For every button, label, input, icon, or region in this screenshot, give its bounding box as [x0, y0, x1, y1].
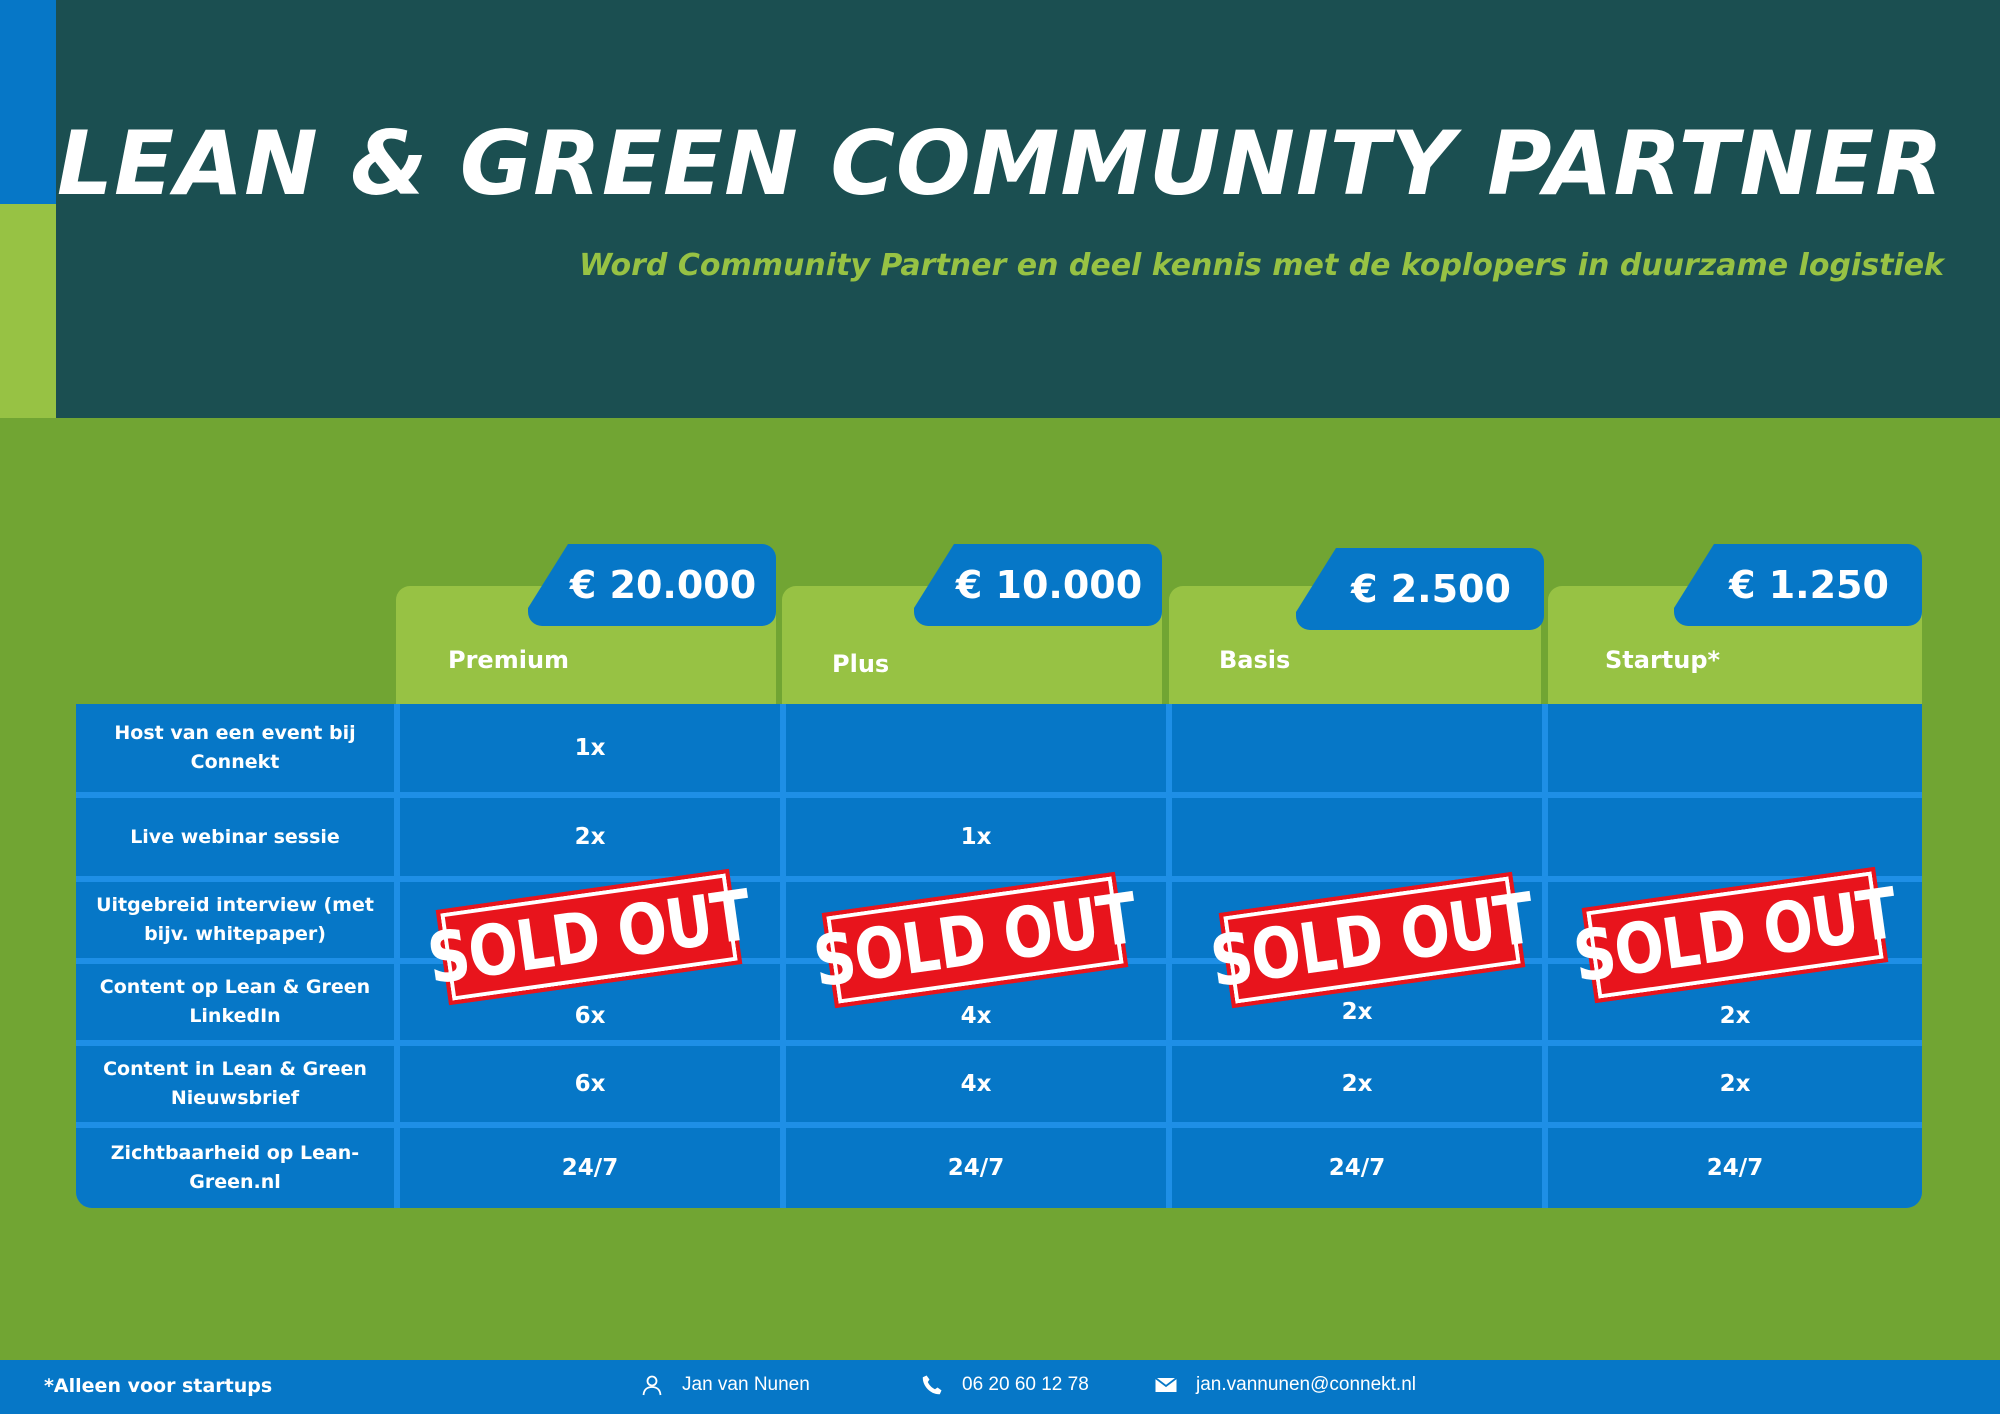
table-cell: 24/7: [1172, 1128, 1542, 1208]
table-cell: 2x: [400, 798, 780, 876]
row-label: Live webinar sessie: [76, 798, 394, 876]
accent-strip-blue: [0, 0, 56, 204]
table-cell: 24/7: [400, 1128, 780, 1208]
tier-name: Plus: [832, 650, 890, 678]
price-text: € 20.000: [569, 563, 757, 607]
row-label: Content op Lean & Green LinkedIn: [76, 964, 394, 1040]
accent-strip-green: [0, 204, 56, 418]
row-label: Uitgebreid interview (met bijv. whitepap…: [76, 882, 394, 958]
table-cell: 6x: [400, 1046, 780, 1122]
footnote: *Alleen voor startups: [44, 1375, 273, 1397]
price-tag-premium: € 20.000: [528, 544, 776, 626]
table-cell: 2x: [1548, 1046, 1922, 1122]
price-tag-basis: € 2.500: [1296, 548, 1544, 630]
envelope-icon: [1154, 1377, 1178, 1392]
contact-phone[interactable]: 06 20 60 12 78: [920, 1373, 1089, 1397]
table-cell: 24/7: [786, 1128, 1166, 1208]
tier-name: Startup*: [1605, 646, 1721, 674]
phone-number[interactable]: 06 20 60 12 78: [962, 1374, 1089, 1395]
phone-icon: [922, 1375, 942, 1395]
table-cell: [1172, 798, 1542, 876]
row-label: Zichtbaarheid op Lean-Green.nl: [76, 1128, 394, 1208]
footer-bar: *Alleen voor startups Jan van Nunen 06 2…: [0, 1360, 2000, 1414]
table-cell: [1172, 704, 1542, 792]
table-cell: 4x: [786, 1046, 1166, 1122]
price-text: € 1.250: [1729, 563, 1889, 607]
table-cell: 1x: [786, 798, 1166, 876]
table-cell: 2x: [1172, 1046, 1542, 1122]
price-text: € 10.000: [955, 563, 1143, 607]
tier-name: Premium: [448, 646, 570, 674]
header-banner: LEAN & GREEN COMMUNITY PARTNER Word Comm…: [0, 0, 2000, 418]
table-cell: [1548, 798, 1922, 876]
table-cell: 1x: [400, 704, 780, 792]
contact-email[interactable]: jan.vannunen@connekt.nl: [1154, 1373, 1416, 1397]
table-cell: [786, 704, 1166, 792]
page-title: LEAN & GREEN COMMUNITY PARTNER: [56, 112, 1944, 215]
contact-name: Jan van Nunen: [682, 1374, 810, 1395]
table-cell: 24/7: [1548, 1128, 1922, 1208]
contact-person: Jan van Nunen: [640, 1373, 810, 1397]
price-tag-startup: € 1.250: [1674, 544, 1922, 626]
row-label: Content in Lean & Green Nieuwsbrief: [76, 1046, 394, 1122]
tier-name: Basis: [1219, 646, 1291, 674]
page-subtitle: Word Community Partner en deel kennis me…: [579, 248, 1944, 283]
price-tag-plus: € 10.000: [914, 544, 1162, 626]
person-icon: [642, 1375, 662, 1396]
row-label: Host van een event bij Connekt: [76, 704, 394, 792]
email-link[interactable]: jan.vannunen@connekt.nl: [1196, 1374, 1417, 1395]
price-text: € 2.500: [1351, 567, 1511, 611]
table-cell: [1548, 704, 1922, 792]
